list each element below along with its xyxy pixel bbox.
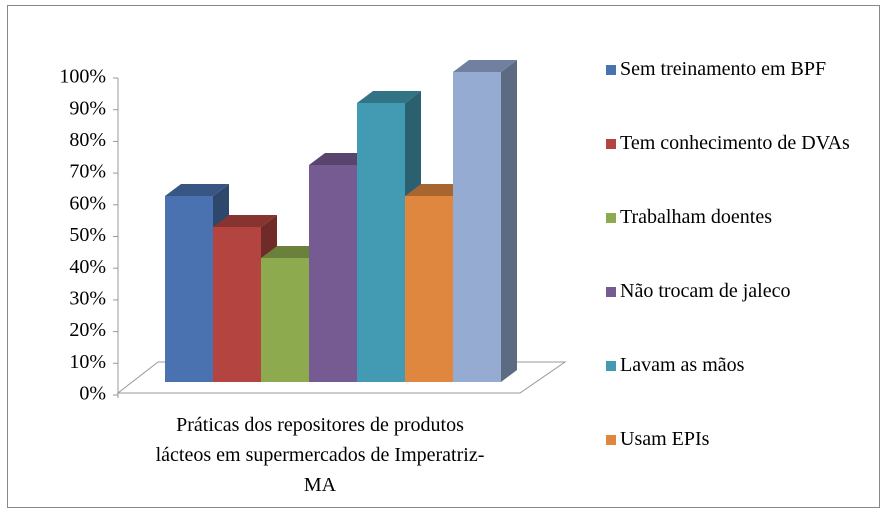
y-tick-label: 30% [69, 287, 106, 309]
legend-swatch [606, 435, 616, 445]
legend-swatch [606, 139, 616, 149]
legend-label: Tem conhecimento de DVAs [620, 132, 850, 154]
legend-item: Trabalham doentes [606, 203, 876, 232]
category-label: Práticas dos repositores de produtos lác… [155, 414, 485, 496]
legend-label: Usam EPIs [620, 428, 710, 450]
bar-front [213, 227, 261, 382]
bar-front [309, 165, 357, 382]
bar-top [165, 184, 229, 196]
bar-front [261, 258, 309, 382]
y-tick-label: 50% [69, 224, 106, 246]
bar-front [453, 72, 501, 382]
legend-item: Tem conhecimento de DVAs [606, 129, 876, 158]
legend-label: Lavam as mãos [620, 354, 745, 376]
y-tick-label: 60% [69, 192, 106, 214]
y-tick-label: 0% [79, 383, 106, 405]
bar-top [213, 215, 277, 227]
y-tick-label: 70% [69, 161, 106, 183]
y-tick-label: 10% [69, 351, 106, 373]
bar-front [165, 196, 213, 382]
legend-item: Usam EPIs [606, 425, 876, 454]
bar-front [357, 103, 405, 382]
y-tick-label: 90% [69, 97, 106, 119]
legend-item: Lavam as mãos [606, 351, 876, 380]
y-tick-label: 20% [69, 319, 106, 341]
y-tick-label: 80% [69, 129, 106, 151]
bar-front [405, 196, 453, 382]
legend-label: Sem treinamento em BPF [620, 58, 827, 80]
y-tick-label: 100% [59, 66, 106, 88]
bar-top [453, 60, 517, 72]
bar-side [501, 60, 517, 382]
legend-swatch [606, 213, 616, 223]
legend-label: Trabalham doentes [620, 206, 773, 228]
y-tick-label: 40% [69, 256, 106, 278]
legend-item: Não trocam de jaleco [606, 277, 876, 306]
bar-top [357, 91, 421, 103]
legend-swatch [606, 65, 616, 75]
legend-swatch [606, 361, 616, 371]
legend-swatch [606, 287, 616, 297]
legend-label: Não trocam de jaleco [620, 280, 791, 302]
legend-item: Sem treinamento em BPF [606, 55, 876, 84]
bar [453, 60, 517, 382]
